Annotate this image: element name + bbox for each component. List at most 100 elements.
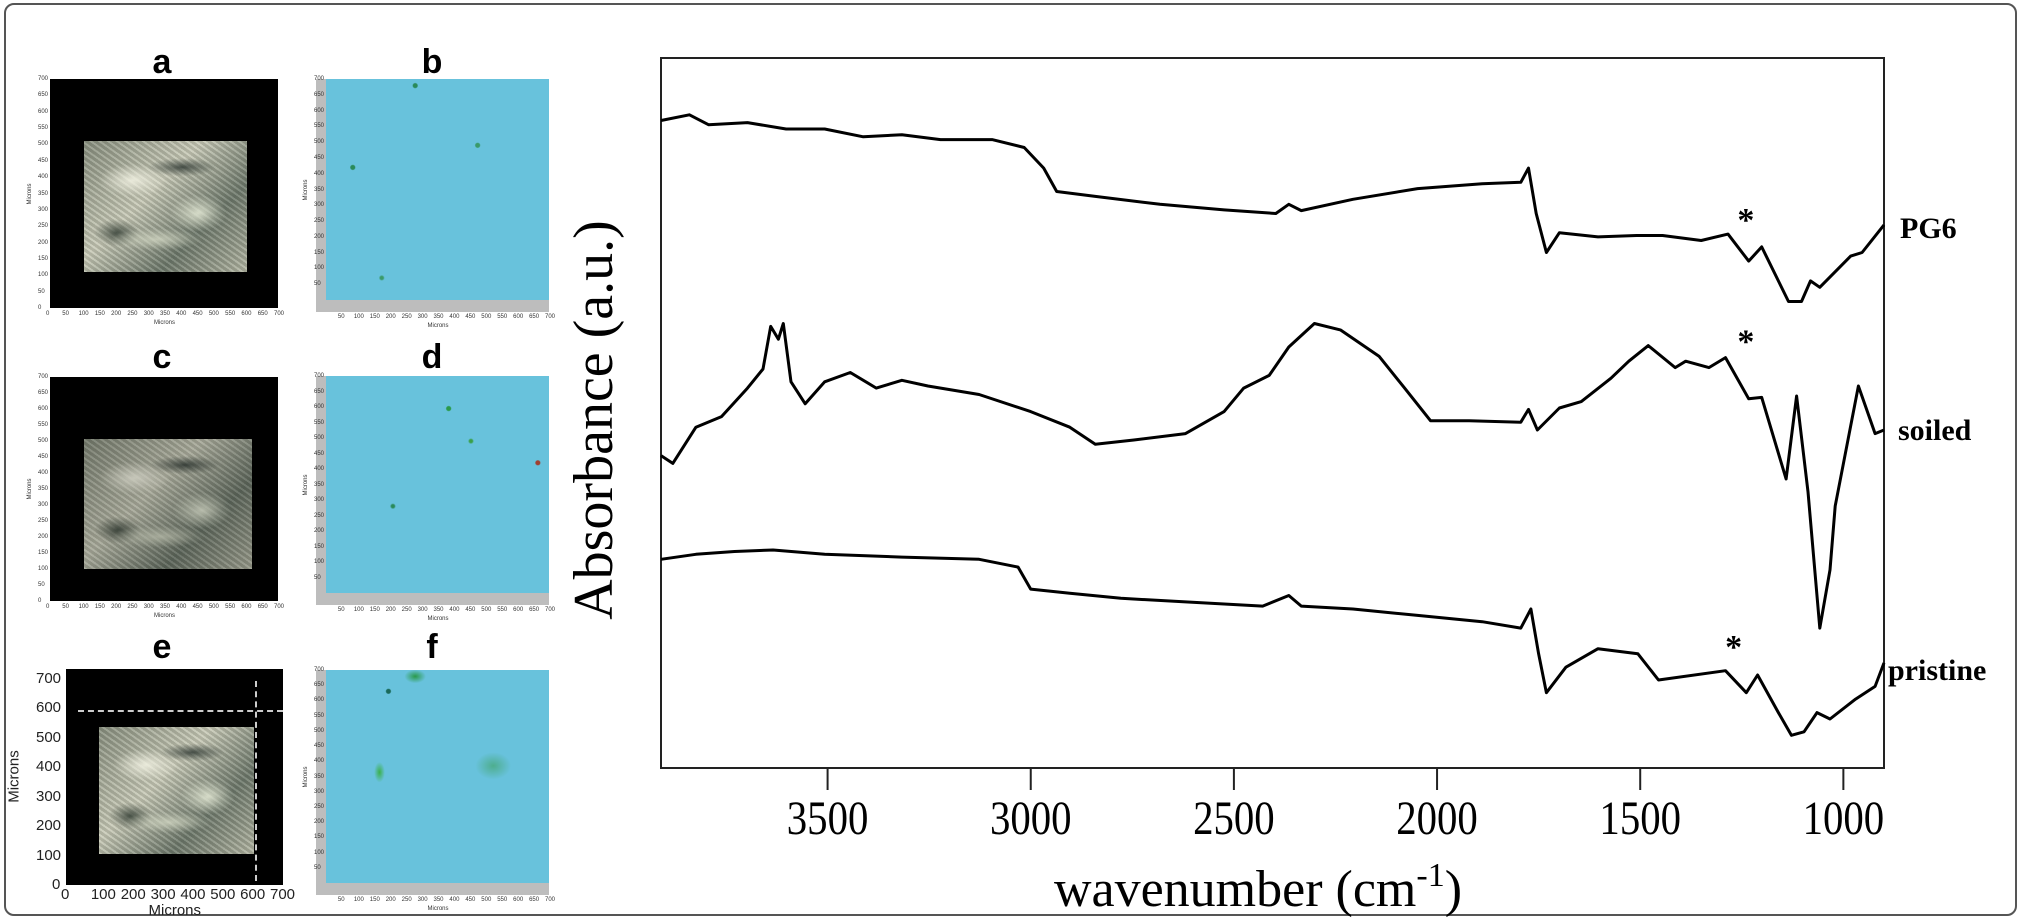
x-tick-label: 450 xyxy=(192,604,203,610)
y-tick-label: 250 xyxy=(314,218,325,225)
trace-pg6 xyxy=(660,113,1886,303)
y-tick-label: 550 xyxy=(314,123,325,130)
y-tick-label: 0 xyxy=(52,876,61,893)
x-tick-label: 500 xyxy=(210,886,236,903)
x-tick-label: 100 xyxy=(78,604,89,610)
x-tick-label: 450 xyxy=(465,314,476,320)
y-tick-label: 600 xyxy=(314,404,325,410)
x-tick-label: 700 xyxy=(274,311,285,317)
y-tick-label: 700 xyxy=(36,670,62,687)
ir-map-b xyxy=(316,79,549,312)
x-tick-label: 550 xyxy=(497,607,508,613)
y-tick-label: 700 xyxy=(314,667,325,673)
y-tick-label: 450 xyxy=(314,450,325,457)
x-tick-label: 250 xyxy=(127,604,138,610)
x-tick-label: 200 xyxy=(111,604,122,610)
x-tick-label: 300 xyxy=(143,311,154,317)
y-tick-label: 600 xyxy=(36,699,62,717)
x-tick-label: 700 xyxy=(545,314,556,320)
x-tick-label: 500 xyxy=(208,311,219,317)
x-tick-label: 300 xyxy=(417,314,428,320)
y-tick-label: 300 xyxy=(38,502,49,508)
y-tick-label: 200 xyxy=(36,817,62,835)
x-tick-label: 500 xyxy=(481,314,492,320)
y-tick-label: 450 xyxy=(314,154,325,161)
y-tick-label: 450 xyxy=(38,454,49,460)
y-tick-label: 650 xyxy=(314,388,325,395)
x-tick-label: 400 xyxy=(449,314,460,320)
y-tick-label: 300 xyxy=(36,787,62,805)
x-tick-label: 150 xyxy=(369,607,380,613)
x-tick-label: 500 xyxy=(481,607,492,613)
y-tick-label: 50 xyxy=(314,574,321,581)
x-tick-label: 50 xyxy=(337,314,345,320)
y-tick-label: 200 xyxy=(38,239,49,246)
x-axis-title: Microns xyxy=(154,320,176,326)
y-tick-label: 700 xyxy=(38,374,49,380)
sample-photo xyxy=(99,727,254,854)
y-tick-label: 350 xyxy=(314,481,325,488)
y-tick-label: 550 xyxy=(38,422,49,428)
map-field xyxy=(326,376,549,593)
y-tick-label: 350 xyxy=(38,486,49,492)
y-tick-label: 350 xyxy=(314,773,325,780)
y-tick-label: 150 xyxy=(38,255,49,262)
x-tick-label: 200 xyxy=(385,607,396,613)
x-tick-label: 300 xyxy=(417,897,428,903)
panel-label-e: e xyxy=(152,628,172,666)
y-tick-label: 400 xyxy=(314,466,325,472)
x-tick-label: 400 xyxy=(176,604,187,610)
y-tick-label: 300 xyxy=(314,202,325,209)
x-tick-label: 650 xyxy=(529,607,540,613)
x-axis-title: Microns xyxy=(154,613,176,619)
x-tick-label: 0 xyxy=(61,886,70,903)
map-field xyxy=(326,79,549,300)
x-tick-label: 3000 xyxy=(990,791,1072,845)
y-tick-label: 550 xyxy=(314,712,325,719)
x-tick-label: 350 xyxy=(433,607,444,613)
y-tick-label: 650 xyxy=(38,92,49,99)
x-axis: 3500 3000 2500 2000 1500 1000 xyxy=(787,768,1884,845)
x-axis-label: wavenumber (cm-1) xyxy=(1054,857,1462,918)
x-tick-label: 700 xyxy=(274,604,285,610)
sample-photo xyxy=(84,141,247,272)
crosshair-horizontal xyxy=(78,710,283,712)
x-tick-label: 500 xyxy=(208,604,219,610)
y-tick-label: 650 xyxy=(314,91,325,98)
x-tick-label: 100 xyxy=(353,897,364,903)
x-tick-label: 550 xyxy=(497,314,508,320)
plot-frame xyxy=(660,57,1885,769)
x-axis-title: Microns xyxy=(427,323,449,329)
x-axis-title: Microns xyxy=(148,902,202,919)
x-tick-label: 600 xyxy=(241,311,252,317)
x-tick-label: 450 xyxy=(192,311,203,317)
panel-label-a: a xyxy=(152,43,172,81)
x-tick-label: 1500 xyxy=(1599,791,1681,845)
y-tick-label: 100 xyxy=(314,849,325,856)
x-tick-label: 150 xyxy=(369,314,380,320)
y-tick-label: 100 xyxy=(36,846,62,864)
x-tick-label: 100 xyxy=(78,311,89,317)
x-tick-label: 450 xyxy=(465,897,476,903)
x-tick-label: 400 xyxy=(449,607,460,613)
y-tick-label: 50 xyxy=(314,864,321,871)
x-tick-label: 400 xyxy=(176,311,187,317)
x-tick-label: 250 xyxy=(127,311,138,317)
y-tick-label: 350 xyxy=(38,190,49,197)
series-label-pg6: PG6 xyxy=(1900,212,1957,245)
y-tick-label: 500 xyxy=(314,435,325,441)
x-tick-label: 600 xyxy=(241,604,252,610)
sample-photo xyxy=(84,439,252,569)
y-tick-label: 50 xyxy=(38,582,45,588)
y-tick-label: 600 xyxy=(38,108,49,115)
x-tick-label: 650 xyxy=(529,314,540,320)
x-tick-label: 0 xyxy=(46,604,50,610)
x-axis-label-suffix: ) xyxy=(1445,861,1462,918)
x-tick-label: 700 xyxy=(545,607,556,613)
trace-pristine xyxy=(660,548,1886,737)
peak-marker-asterisk: * xyxy=(1725,629,1742,666)
y-tick-label: 450 xyxy=(314,743,325,750)
x-tick-label: 300 xyxy=(150,886,176,903)
y-tick-label: 300 xyxy=(314,497,325,503)
